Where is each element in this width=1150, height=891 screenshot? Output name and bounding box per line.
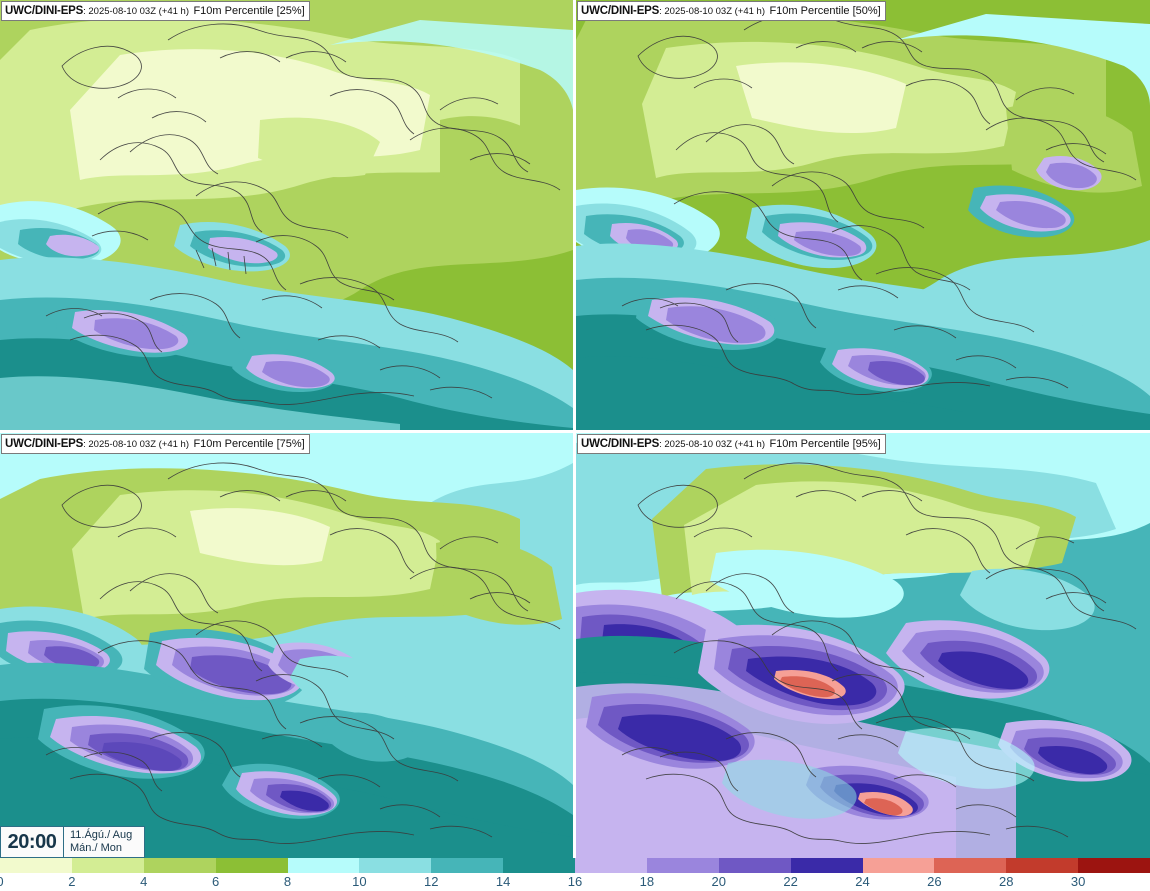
colorbar-tick-6: 6 (212, 874, 220, 889)
colorbar-tick-8: 8 (283, 874, 292, 889)
valid-time-box: 20:00 11.Ágú./ Aug Mán./ Mon (0, 826, 145, 858)
divider (63, 827, 64, 857)
colorbar: 024681012141618202224262830 (0, 858, 1150, 891)
colorbar-tick-18: 18 (639, 874, 655, 889)
colorbar-band-12-14 (431, 858, 504, 873)
colorbar-tick-26: 26 (927, 874, 942, 889)
field-info: F10m Percentile [50%] (769, 5, 881, 17)
field-info: F10m Percentile [25%] (193, 5, 305, 17)
map-canvas-50 (576, 0, 1150, 430)
panel-grid: UWC/DINI-EPS: 2025-08-10 03Z (+41 h) F10… (0, 0, 1150, 858)
panel-title-75: UWC/DINI-EPS: 2025-08-10 03Z (+41 h) F10… (1, 434, 310, 454)
field-info: F10m Percentile [95%] (769, 438, 881, 450)
colorbar-tick-20: 20 (711, 874, 726, 889)
colorbar-band-8-10 (287, 858, 360, 873)
valid-date-line1: 11.Ágú./ Aug (70, 829, 133, 841)
colorbar-tick-16: 16 (567, 874, 583, 889)
colorbar-band-24-26 (862, 858, 935, 873)
colorbar-tick-22: 22 (783, 874, 798, 889)
colorbar-tick-10: 10 (352, 874, 367, 889)
colorbar-ticks: 024681012141618202224262830 (0, 873, 1150, 891)
field-info: F10m Percentile [75%] (193, 438, 305, 450)
valid-date: 11.Ágú./ Aug Mán./ Mon (64, 829, 132, 855)
run-info: : 2025-08-10 03Z (+41 h) (83, 6, 189, 17)
colorbar-tick-14: 14 (495, 874, 511, 889)
colorbar-band-4-6 (143, 858, 216, 873)
colorbar-band-2-4 (71, 858, 144, 873)
colorbar-tick-0: 0 (0, 874, 4, 889)
colorbar-tick-12: 12 (424, 874, 439, 889)
colorbar-band-22-24 (790, 858, 863, 873)
model-name: UWC/DINI-EPS (581, 438, 660, 450)
model-name: UWC/DINI-EPS (581, 5, 660, 17)
map-canvas-75 (0, 433, 573, 858)
run-info: : 2025-08-10 03Z (+41 h) (659, 439, 765, 450)
map-canvas-25 (0, 0, 573, 430)
colorbar-tick-2: 2 (68, 874, 76, 889)
panel-title-25: UWC/DINI-EPS: 2025-08-10 03Z (+41 h) F10… (1, 1, 310, 21)
colorbar-band-14-16 (503, 858, 575, 873)
run-info: : 2025-08-10 03Z (+41 h) (83, 439, 189, 450)
panel-percentile-75[interactable]: UWC/DINI-EPS: 2025-08-10 03Z (+41 h) F10… (0, 433, 573, 858)
panel-title-50: UWC/DINI-EPS: 2025-08-10 03Z (+41 h) F10… (577, 1, 886, 21)
run-info: : 2025-08-10 03Z (+41 h) (659, 6, 765, 17)
model-name: UWC/DINI-EPS (5, 438, 84, 450)
map-canvas-95 (576, 433, 1150, 858)
model-name: UWC/DINI-EPS (5, 5, 84, 17)
colorbar-band-26-28 (934, 858, 1007, 873)
colorbar-band-10-12 (359, 858, 432, 873)
colorbar-tick-28: 28 (999, 874, 1014, 889)
colorbar-band-18-20 (646, 858, 719, 873)
colorbar-band-6-8 (215, 858, 288, 873)
colorbar-band-28-30 (1006, 858, 1079, 873)
colorbar-band-0-2 (0, 858, 72, 873)
panel-percentile-25[interactable]: UWC/DINI-EPS: 2025-08-10 03Z (+41 h) F10… (0, 0, 573, 430)
colorbar-tick-24: 24 (855, 874, 870, 889)
panel-percentile-50[interactable]: UWC/DINI-EPS: 2025-08-10 03Z (+41 h) F10… (576, 0, 1150, 430)
panel-title-95: UWC/DINI-EPS: 2025-08-10 03Z (+41 h) F10… (577, 434, 886, 454)
colorbar-band-30-32 (1078, 858, 1150, 873)
valid-date-line2: Mán./ Mon (70, 842, 122, 854)
colorbar-tick-30: 30 (1070, 874, 1086, 889)
colorbar-swatches (0, 858, 1150, 873)
panel-percentile-95[interactable]: UWC/DINI-EPS: 2025-08-10 03Z (+41 h) F10… (576, 433, 1150, 858)
valid-time-clock: 20:00 (7, 830, 57, 853)
colorbar-tick-4: 4 (140, 874, 148, 889)
colorbar-band-16-18 (575, 858, 647, 873)
colorbar-band-20-22 (718, 858, 791, 873)
